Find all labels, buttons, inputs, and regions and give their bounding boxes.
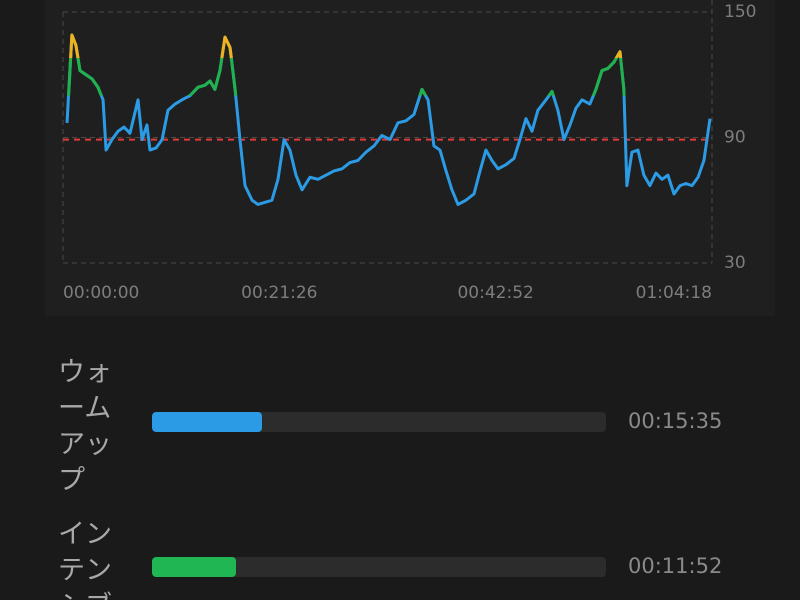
line-band [67, 33, 626, 96]
x-tick-label: 00:21:26 [241, 283, 317, 303]
x-tick-label: 01:04:18 [636, 283, 712, 303]
zone-name: インテンシブ [58, 519, 112, 600]
zone-bar [152, 557, 236, 577]
x-tick-label: 00:00:00 [63, 283, 139, 303]
zone-duration: 00:15:35 [628, 409, 723, 433]
x-tick-label: 00:42:52 [457, 283, 533, 303]
zone-duration: 00:11:52 [628, 554, 723, 578]
zone-track [152, 412, 606, 432]
zone-bar [152, 412, 263, 432]
y-tick-label: 150 [724, 2, 756, 22]
heart-rate-chart: 30 90 150 00:00:00 00:21:26 00:42:52 01:04:18 [45, 0, 775, 316]
zone-name: ウォームアップ [58, 357, 112, 496]
zone-track [152, 557, 606, 577]
chart-panel [45, 0, 775, 316]
y-tick-label: 30 [724, 253, 746, 273]
y-tick-label: 90 [724, 128, 746, 148]
